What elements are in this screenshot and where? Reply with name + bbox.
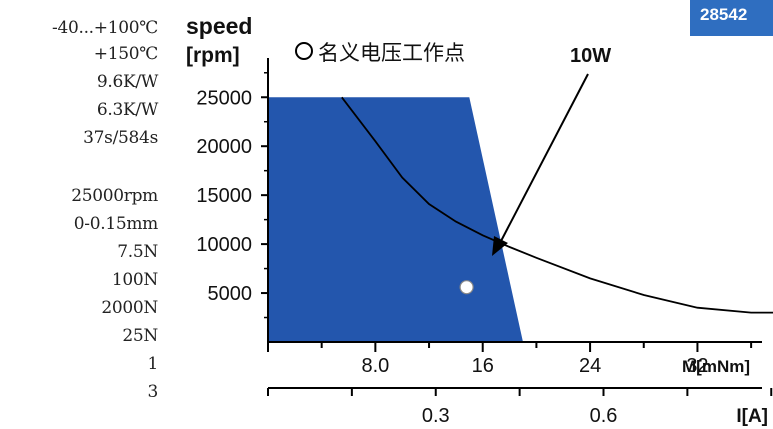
part-number-badge: 28542 (690, 0, 773, 36)
spec-value: +150℃ (93, 44, 159, 64)
spec-value: 3 (147, 382, 158, 402)
spec-value: 0-0.15mm (73, 214, 159, 234)
curve-label-arrowhead (492, 236, 508, 256)
spec-value: 1 (147, 354, 158, 374)
spec-value: 25000rpm (71, 186, 158, 206)
y-tick-label: 15000 (196, 185, 252, 207)
y-tick-label: 25000 (196, 87, 252, 109)
y-tick-label: 20000 (196, 136, 252, 158)
spec-value: 7.5N (117, 242, 158, 262)
x2-axis-label: I[A] (736, 406, 768, 427)
y-axis-unit: [rpm] (186, 44, 240, 67)
x2-tick-label: 0.6 (590, 405, 618, 427)
x-tick-label: 24 (579, 355, 601, 377)
curve-label: 10W (570, 45, 611, 67)
spec-value: 6.3K/W (96, 100, 158, 120)
operating-point (459, 280, 474, 295)
y-tick-label: 5000 (208, 283, 253, 305)
spec-value: -40...+100℃ (52, 18, 158, 38)
spec-value: 2000N (101, 298, 158, 318)
y-axis-label: speed (186, 13, 252, 39)
x-tick-label: 32 (686, 355, 708, 377)
legend-text: 名义电压工作点 (318, 41, 465, 65)
y-tick-label: 10000 (196, 234, 252, 256)
spec-value: 25N (122, 326, 158, 346)
legend-marker (295, 42, 313, 60)
power-curve-10w (341, 96, 773, 314)
spec-value: 100N (111, 270, 158, 290)
spec-value: 37s/584s (83, 128, 158, 148)
operating-region (268, 97, 523, 342)
curve-label-arrow (499, 73, 589, 244)
x2-tick-label: 0.3 (422, 405, 450, 427)
x-axis-label: M[mNm] (682, 357, 750, 376)
x-tick-label: 8.0 (361, 355, 389, 377)
x-tick-label: 16 (472, 355, 494, 377)
spec-value: 9.6K/W (96, 72, 158, 92)
